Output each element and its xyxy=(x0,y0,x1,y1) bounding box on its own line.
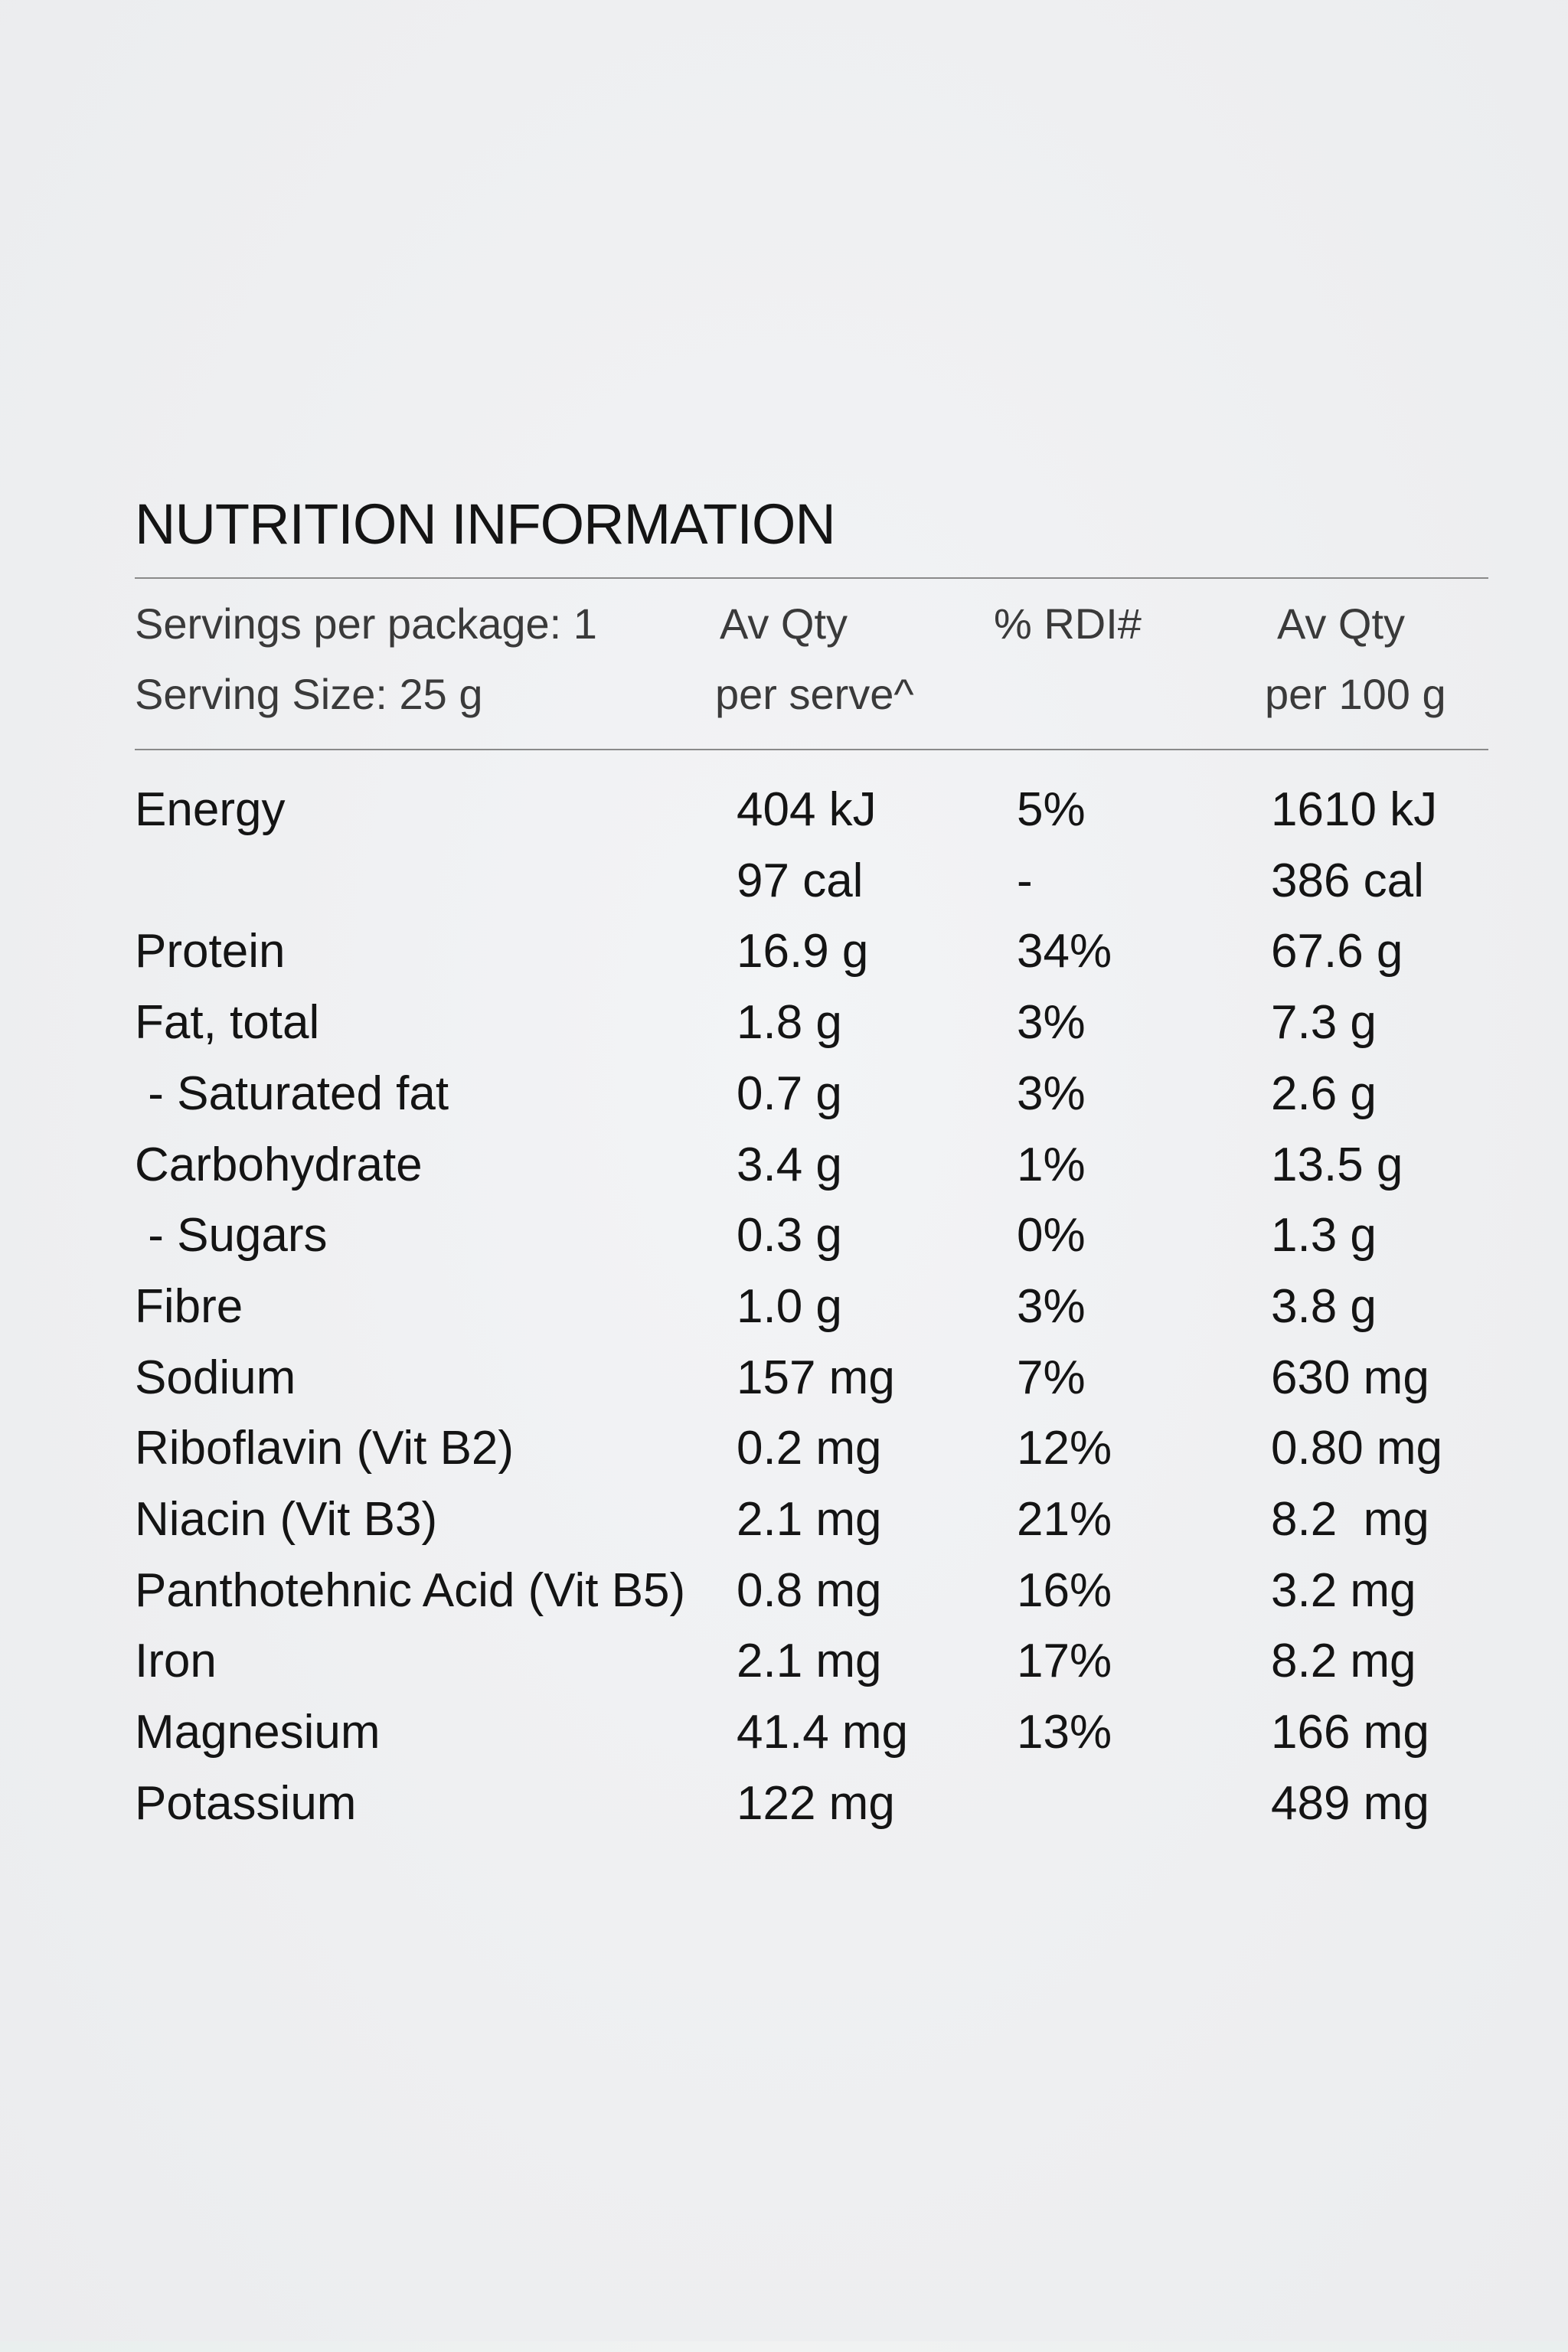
qty-per-100g: 8.2 mg xyxy=(1271,1635,1416,1688)
servings-per-package: Servings per package: 1 xyxy=(135,599,597,648)
nutrient-name: Potassium xyxy=(135,1776,357,1830)
table-row: Energy 404 kJ 5% 1610 kJ xyxy=(0,775,1568,845)
rdi-percent: 16% xyxy=(1017,1563,1112,1617)
rdi-percent: 7% xyxy=(1017,1351,1086,1404)
bottom-edge xyxy=(0,2341,1568,2352)
qty-per-100g: 386 cal xyxy=(1271,854,1424,907)
qty-per-100g: 489 mg xyxy=(1271,1776,1429,1830)
table-row: Panthotehnic Acid (Vit B5) 0.8 mg 16% 3.2 m… xyxy=(0,1556,1568,1626)
table-row: Carbohydrate 3.4 g 1% 13.5 g xyxy=(0,1130,1568,1200)
table-row: Sodium 157 mg 7% 630 mg xyxy=(0,1343,1568,1413)
nutrient-name: Carbohydrate xyxy=(135,1138,423,1191)
nutrient-name: Niacin (Vit B3) xyxy=(135,1493,438,1546)
col-header-rdi: % RDI# xyxy=(994,599,1142,648)
page-title: NUTRITION INFORMATION xyxy=(135,492,836,556)
qty-per-100g: 7.3 g xyxy=(1271,996,1377,1050)
nutrient-name: - Sugars xyxy=(135,1209,328,1263)
col-header-100-line2: per 100 g xyxy=(1265,670,1446,718)
qty-per-serve: 0.8 mg xyxy=(737,1563,882,1617)
rdi-percent: 3% xyxy=(1017,1279,1086,1333)
rdi-percent: 0% xyxy=(1017,1209,1086,1263)
qty-per-100g: 3.2 mg xyxy=(1271,1563,1416,1617)
nutrient-name: Panthotehnic Acid (Vit B5) xyxy=(135,1563,686,1617)
table-row: Potassium 122 mg 489 mg xyxy=(0,1769,1568,1839)
qty-per-serve: 2.1 mg xyxy=(737,1635,882,1688)
table-row: - Sugars 0.3 g 0% 1.3 g xyxy=(0,1200,1568,1271)
nutrient-name: Fat, total xyxy=(135,996,320,1050)
qty-per-100g: 1610 kJ xyxy=(1271,783,1438,836)
serving-size: Serving Size: 25 g xyxy=(135,670,483,718)
nutrient-name: - Saturated fat xyxy=(135,1067,449,1120)
qty-per-serve: 16.9 g xyxy=(737,925,869,978)
nutrient-name: Riboflavin (Vit B2) xyxy=(135,1422,514,1475)
qty-per-serve: 122 mg xyxy=(737,1776,895,1830)
table-row: Niacin (Vit B3) 2.1 mg 21% 8.2 mg xyxy=(0,1485,1568,1555)
qty-per-serve: 0.2 mg xyxy=(737,1422,882,1475)
table-row: Riboflavin (Vit B2) 0.2 mg 12% 0.80 mg xyxy=(0,1413,1568,1484)
rdi-percent: 3% xyxy=(1017,996,1086,1050)
qty-per-100g: 630 mg xyxy=(1271,1351,1429,1404)
col-header-qty-line1: Av Qty xyxy=(720,599,848,648)
qty-per-serve: 1.8 g xyxy=(737,996,842,1050)
qty-per-serve: 3.4 g xyxy=(737,1138,842,1191)
col-header-100-line1: Av Qty xyxy=(1277,599,1406,648)
table-row: Iron 2.1 mg 17% 8.2 mg xyxy=(0,1626,1568,1697)
rdi-percent: 5% xyxy=(1017,783,1086,836)
qty-per-100g: 2.6 g xyxy=(1271,1067,1377,1120)
qty-per-100g: 166 mg xyxy=(1271,1706,1429,1759)
col-header-qty-line2: per serve^ xyxy=(715,670,914,718)
qty-per-serve: 41.4 mg xyxy=(737,1706,909,1759)
nutrient-name: Protein xyxy=(135,925,286,978)
rdi-percent: - xyxy=(1017,854,1033,907)
nutrient-name: Iron xyxy=(135,1635,217,1688)
qty-per-100g: 8.2 mg xyxy=(1271,1493,1429,1546)
qty-per-serve: 0.7 g xyxy=(737,1067,842,1120)
rdi-percent: 17% xyxy=(1017,1635,1112,1688)
rdi-percent: 12% xyxy=(1017,1422,1112,1475)
divider-header xyxy=(135,749,1488,750)
rdi-percent: 3% xyxy=(1017,1067,1086,1120)
qty-per-100g: 0.80 mg xyxy=(1271,1422,1443,1475)
table-row: Protein 16.9 g 34% 67.6 g xyxy=(0,916,1568,987)
qty-per-serve: 2.1 mg xyxy=(737,1493,882,1546)
rdi-percent: 21% xyxy=(1017,1493,1112,1546)
table-row: Magnesium 41.4 mg 13% 166 mg xyxy=(0,1697,1568,1768)
qty-per-100g: 13.5 g xyxy=(1271,1138,1403,1191)
table-row: - Saturated fat 0.7 g 3% 2.6 g xyxy=(0,1059,1568,1129)
qty-per-serve: 157 mg xyxy=(737,1351,895,1404)
qty-per-100g: 67.6 g xyxy=(1271,925,1403,978)
rdi-percent: 1% xyxy=(1017,1138,1086,1191)
rdi-percent: 13% xyxy=(1017,1706,1112,1759)
divider-top xyxy=(135,577,1488,579)
table-row: Fibre 1.0 g 3% 3.8 g xyxy=(0,1272,1568,1342)
nutrient-name: Fibre xyxy=(135,1279,243,1333)
nutrient-name: Sodium xyxy=(135,1351,296,1404)
rdi-percent: 34% xyxy=(1017,925,1112,978)
qty-per-serve: 0.3 g xyxy=(737,1209,842,1263)
qty-per-serve: 97 cal xyxy=(737,854,864,907)
table-row: 97 cal - 386 cal xyxy=(0,846,1568,916)
nutrient-name: Energy xyxy=(135,783,286,836)
qty-per-100g: 3.8 g xyxy=(1271,1279,1377,1333)
qty-per-serve: 404 kJ xyxy=(737,783,877,836)
qty-per-serve: 1.0 g xyxy=(737,1279,842,1333)
table-row: Fat, total 1.8 g 3% 7.3 g xyxy=(0,988,1568,1058)
qty-per-100g: 1.3 g xyxy=(1271,1209,1377,1263)
nutrient-name: Magnesium xyxy=(135,1706,381,1759)
